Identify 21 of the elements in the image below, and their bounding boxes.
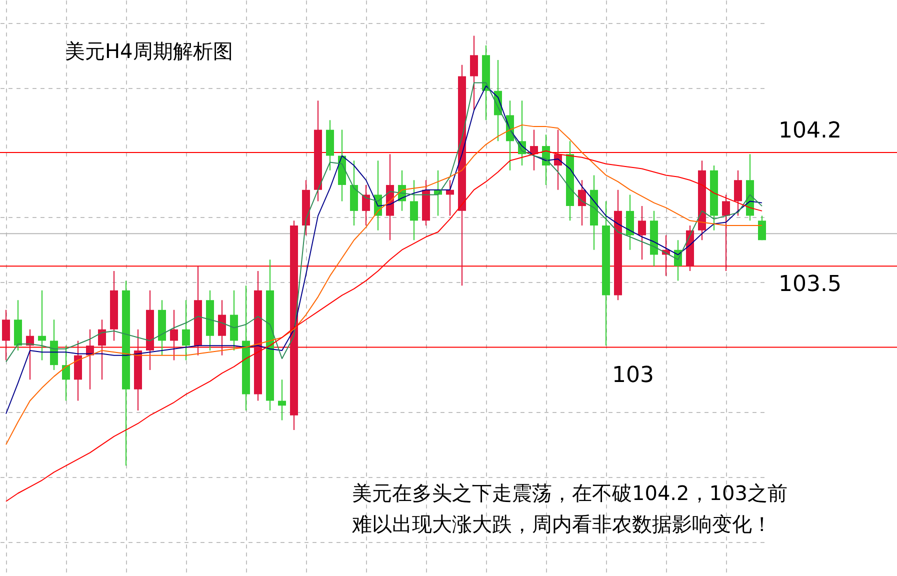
- candlestick: [218, 300, 226, 356]
- candlestick: [182, 300, 190, 361]
- candlestick: [470, 35, 478, 111]
- candlestick: [98, 319, 106, 380]
- candlestick: [362, 184, 370, 226]
- ref-line-label: 103: [612, 363, 654, 388]
- text: 美元H4周期解析图: [65, 39, 233, 63]
- ref-line-label: 103.5: [778, 272, 842, 298]
- candlestick: [170, 309, 178, 361]
- candlestick: [38, 290, 46, 361]
- candlestick: [62, 345, 70, 402]
- candlestick: [734, 170, 742, 216]
- annotation: 美元在多头之下走震荡，在不破104.2，103之前: [352, 481, 788, 505]
- candlestick: [638, 206, 646, 260]
- candlestick: [278, 379, 286, 421]
- candlestick: [410, 180, 418, 241]
- ref-line-label: 104.2: [778, 118, 842, 144]
- candlestick: [2, 309, 10, 361]
- candlestick: [758, 215, 766, 241]
- candlestick: [722, 194, 730, 272]
- annotation: 难以出现大涨大跌，周内看非农数据影响变化！: [351, 512, 772, 536]
